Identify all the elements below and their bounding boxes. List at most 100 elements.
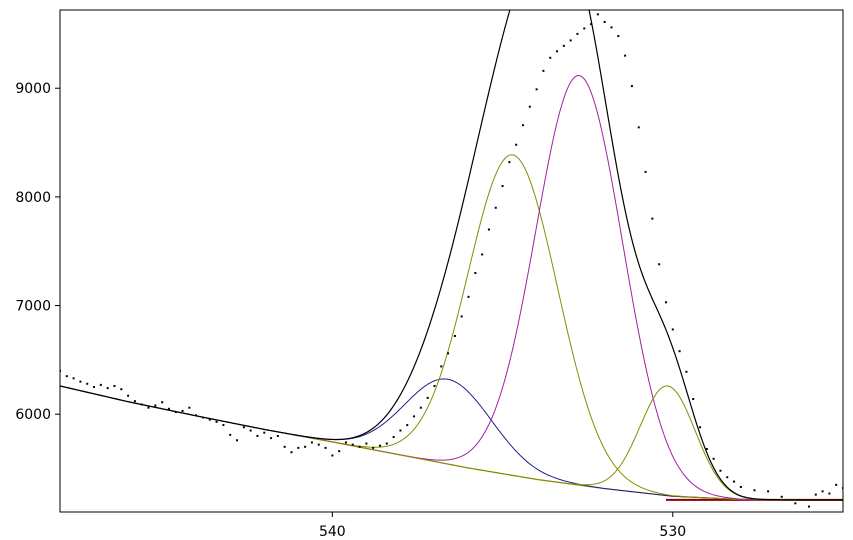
- data-point: [372, 446, 375, 449]
- data-point: [229, 433, 232, 436]
- data-point: [222, 424, 225, 427]
- data-point: [651, 217, 654, 220]
- plot-area: [60, 10, 843, 508]
- data-point: [610, 26, 613, 29]
- data-point: [617, 35, 620, 38]
- data-point: [692, 398, 695, 400]
- axis-tick-labels: 540 530 6000 7000 8000 9000: [15, 81, 686, 540]
- data-point: [65, 375, 68, 378]
- component-peak-2: [60, 154, 843, 501]
- data-point: [726, 476, 729, 479]
- y-tick-label: 9000: [15, 81, 51, 97]
- data-point: [113, 384, 116, 387]
- data-point: [167, 407, 170, 410]
- data-point: [705, 447, 708, 450]
- data-point: [324, 446, 327, 449]
- data-point: [569, 39, 572, 42]
- data-point: [807, 505, 810, 508]
- data-point: [72, 377, 75, 380]
- data-point: [147, 406, 150, 409]
- data-point: [637, 126, 640, 129]
- data-point: [603, 20, 606, 23]
- data-point: [344, 441, 347, 444]
- data-point: [93, 386, 96, 389]
- data-point: [440, 365, 443, 368]
- data-point: [658, 263, 661, 266]
- data-point: [256, 434, 259, 437]
- data-point: [515, 143, 518, 146]
- data-point: [181, 409, 184, 412]
- data-point: [624, 54, 627, 57]
- data-point: [664, 301, 667, 304]
- data-point: [453, 334, 456, 337]
- data-point: [828, 492, 831, 495]
- data-point: [521, 124, 524, 127]
- data-point: [365, 442, 368, 445]
- data-point: [263, 431, 266, 434]
- data-point: [835, 483, 838, 486]
- data-point: [671, 328, 674, 331]
- data-point: [358, 445, 361, 448]
- data-point: [576, 32, 579, 35]
- data-point: [780, 495, 783, 498]
- data-point: [590, 23, 593, 26]
- data-point: [821, 490, 824, 493]
- data-point: [447, 352, 450, 355]
- data-point: [249, 429, 252, 432]
- data-point: [460, 315, 463, 318]
- data-point: [392, 436, 395, 439]
- axis-ticks: [55, 87, 674, 517]
- data-point: [583, 27, 586, 30]
- data-point: [712, 457, 715, 460]
- data-point: [133, 400, 136, 403]
- data-point: [351, 443, 354, 446]
- data-point: [733, 480, 736, 483]
- data-point: [99, 383, 102, 386]
- data-point: [549, 56, 552, 59]
- data-point: [106, 387, 109, 390]
- data-point: [678, 350, 681, 353]
- data-point: [433, 384, 436, 387]
- data-point: [304, 445, 307, 448]
- component-peak-1: [60, 378, 843, 501]
- data-point: [528, 105, 531, 108]
- data-point: [297, 446, 300, 449]
- data-point: [215, 420, 218, 423]
- data-point: [685, 370, 688, 373]
- data-point: [413, 415, 416, 418]
- data-point: [699, 426, 702, 429]
- data-point: [276, 434, 279, 437]
- component-peak-4: [60, 385, 843, 501]
- data-point: [556, 50, 559, 53]
- data-point: [630, 85, 633, 88]
- data-point: [154, 404, 157, 407]
- data-point: [399, 429, 402, 432]
- component-peak-3: [60, 74, 843, 501]
- plot-frame: [59, 9, 844, 513]
- data-point: [195, 414, 198, 417]
- data-point: [794, 502, 797, 505]
- data-point: [161, 401, 164, 404]
- data-point: [236, 439, 239, 442]
- data-point: [481, 253, 484, 256]
- data-point: [331, 454, 334, 457]
- data-point: [426, 396, 429, 399]
- data-point: [487, 228, 490, 231]
- data-point: [86, 382, 89, 385]
- data-point: [188, 406, 191, 409]
- data-point: [494, 206, 497, 209]
- data-point: [562, 44, 565, 47]
- data-point: [120, 388, 123, 391]
- y-tick-label: 6000: [15, 407, 51, 423]
- data-point: [79, 380, 82, 383]
- data-point: [385, 442, 388, 445]
- data-point: [201, 416, 204, 419]
- data-point: [419, 406, 422, 409]
- data-point: [242, 426, 245, 429]
- data-point: [290, 451, 293, 454]
- data-point: [739, 486, 742, 489]
- data-point: [310, 441, 313, 444]
- data-point: [317, 443, 320, 446]
- data-point: [767, 490, 770, 493]
